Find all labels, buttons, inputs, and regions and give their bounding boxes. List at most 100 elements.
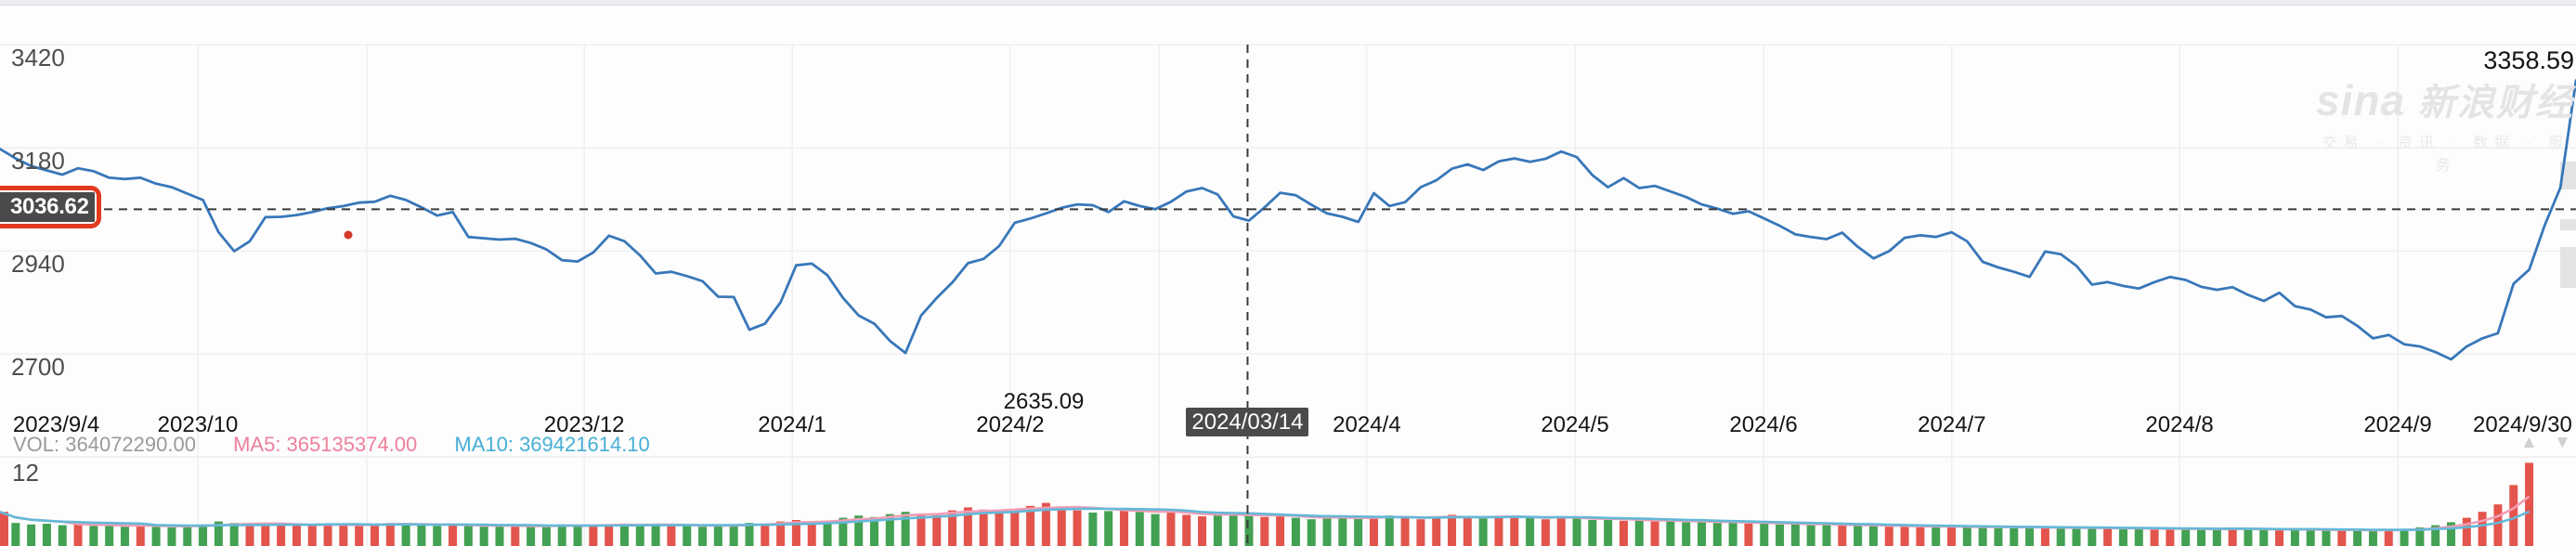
volume-bar bbox=[2415, 527, 2425, 546]
volume-bar bbox=[1432, 516, 1441, 546]
volume-bar bbox=[1806, 525, 1815, 546]
volume-bar bbox=[495, 526, 504, 546]
volume-bar bbox=[2290, 529, 2299, 546]
pane-collapse-down-arrow[interactable]: ▼ bbox=[2554, 433, 2571, 452]
volume-bar bbox=[1634, 520, 1644, 546]
volume-bar bbox=[2181, 527, 2191, 546]
volume-bar bbox=[1307, 519, 1316, 546]
volume-bar bbox=[401, 524, 410, 546]
pane-collapse-up-arrow[interactable]: ▲ bbox=[2520, 433, 2538, 452]
crosshair-price-tag: 3036.62 bbox=[0, 192, 95, 223]
volume-bar bbox=[27, 524, 36, 546]
volume-bar bbox=[2212, 528, 2221, 546]
event-marker-dot bbox=[344, 230, 353, 240]
volume-bar bbox=[1229, 513, 1238, 546]
sina-finance-cn-logo: 新浪财经 bbox=[2418, 83, 2575, 124]
volume-bar bbox=[776, 521, 786, 546]
volume-bar bbox=[2306, 528, 2315, 546]
volume-bar bbox=[1073, 510, 1082, 546]
sina-finance-watermark: sina 新浪财经 交易 · 资讯 · 数据 · 服务 bbox=[2316, 72, 2576, 175]
volume-bar bbox=[339, 524, 348, 546]
volume-ma10-line bbox=[0, 507, 2530, 531]
x-tick-2024-7: 2024/7 bbox=[1918, 412, 1986, 437]
volume-bar bbox=[2134, 527, 2143, 546]
volume-bar bbox=[2244, 529, 2253, 546]
volume-bar bbox=[2056, 527, 2065, 546]
x-tick-2023-12: 2023/12 bbox=[543, 412, 625, 437]
volume-bar bbox=[589, 526, 598, 546]
right-edge-tag bbox=[2560, 247, 2576, 288]
volume-bar bbox=[1962, 527, 1971, 546]
volume-bar bbox=[1260, 516, 1269, 546]
volume-bar bbox=[1385, 515, 1394, 546]
volume-bar bbox=[1541, 519, 1550, 546]
max-high-annotation: 3358.59 bbox=[2483, 46, 2574, 74]
volume-bar bbox=[2010, 527, 2019, 546]
x-tick-2024-1: 2024/1 bbox=[758, 412, 826, 437]
volume-bar bbox=[2197, 529, 2206, 546]
volume-bar bbox=[807, 522, 816, 546]
volume-bar bbox=[261, 524, 270, 546]
volume-bar bbox=[729, 524, 738, 546]
volume-bar bbox=[2228, 527, 2237, 546]
volume-bar bbox=[1135, 512, 1144, 546]
volume-bar bbox=[667, 526, 676, 546]
sina-logo: sina bbox=[2316, 76, 2406, 124]
volume-bar bbox=[1416, 519, 1425, 546]
volume-bar bbox=[1010, 509, 1020, 546]
volume-bar bbox=[1041, 502, 1050, 546]
watermark-slogan: 交易 · 资讯 · 数据 · 服务 bbox=[2322, 136, 2570, 174]
volume-bar bbox=[1619, 520, 1628, 546]
volume-bar bbox=[791, 520, 800, 546]
x-tick-2023-10: 2023/10 bbox=[157, 412, 239, 437]
volume-bar bbox=[183, 526, 192, 546]
volume-bar bbox=[1728, 522, 1737, 546]
volume-bar bbox=[885, 514, 894, 546]
volume-bar bbox=[2431, 525, 2440, 546]
volume-bar bbox=[995, 512, 1004, 546]
volume-bar bbox=[2337, 529, 2347, 546]
volume-bar bbox=[1744, 524, 1753, 546]
x-tick-2024-9-30: 2024/9/30 bbox=[2473, 412, 2572, 437]
x-tick-2024-8: 2024/8 bbox=[2145, 412, 2214, 437]
volume-bar bbox=[1276, 515, 1285, 546]
volume-bar bbox=[557, 524, 566, 546]
volume-bar bbox=[307, 526, 317, 546]
min-low-annotation: 2635.09 bbox=[1003, 389, 1085, 414]
volume-bar bbox=[1932, 526, 1941, 546]
x-tick-2024-9: 2024/9 bbox=[2363, 412, 2432, 437]
right-edge-tag bbox=[2560, 219, 2576, 230]
volume-bar bbox=[1884, 526, 1893, 546]
volume-bar bbox=[199, 524, 208, 546]
x-tick-2023-9-4: 2023/9/4 bbox=[12, 412, 100, 437]
volume-bar bbox=[1119, 509, 1128, 546]
volume-bar bbox=[511, 525, 520, 546]
volume-bar bbox=[479, 526, 488, 546]
volume-bar bbox=[1369, 516, 1378, 546]
y-axis-label-2700: 2700 bbox=[11, 353, 65, 381]
volume-bar bbox=[2322, 530, 2331, 546]
volume-bar bbox=[1588, 520, 1597, 546]
volume-bar bbox=[2462, 517, 2471, 546]
price-line bbox=[0, 79, 2576, 361]
volume-bar bbox=[136, 524, 145, 546]
volume-bar bbox=[0, 512, 8, 546]
volume-bar bbox=[1448, 514, 1457, 546]
volume-bar bbox=[1868, 525, 1878, 546]
volume-bar bbox=[2103, 527, 2113, 546]
volume-bar bbox=[1822, 524, 1831, 546]
volume-bar bbox=[1166, 513, 1176, 546]
volume-bar bbox=[619, 524, 629, 546]
volume-bar bbox=[2166, 528, 2175, 546]
volume-bar bbox=[1760, 523, 1769, 546]
volume-bar bbox=[1400, 517, 1410, 546]
volume-bar bbox=[1322, 517, 1332, 546]
volume-bar bbox=[355, 525, 364, 546]
volume-bar bbox=[698, 526, 708, 546]
volume-bar bbox=[901, 512, 910, 546]
volume-bar bbox=[1854, 526, 1863, 546]
volume-bar bbox=[573, 525, 582, 546]
volume-bar bbox=[1604, 519, 1613, 546]
